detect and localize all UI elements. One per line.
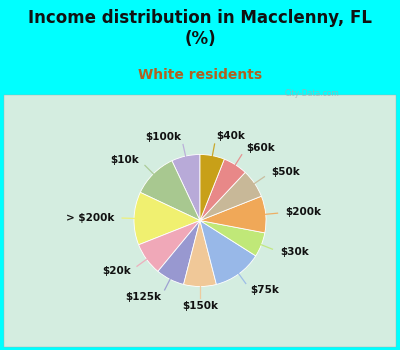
Wedge shape	[139, 220, 200, 271]
Text: $30k: $30k	[280, 247, 308, 257]
Wedge shape	[200, 220, 256, 285]
Text: $10k: $10k	[110, 155, 139, 165]
Wedge shape	[184, 220, 216, 287]
Text: $75k: $75k	[250, 285, 279, 295]
Text: City-Data.com: City-Data.com	[285, 89, 339, 98]
Text: $150k: $150k	[182, 301, 218, 311]
Text: $20k: $20k	[102, 266, 130, 276]
Wedge shape	[172, 154, 200, 220]
Text: > $200k: > $200k	[66, 213, 114, 223]
Text: $50k: $50k	[271, 167, 300, 177]
Wedge shape	[134, 193, 200, 245]
Text: $200k: $200k	[286, 208, 322, 217]
Wedge shape	[200, 173, 261, 220]
Wedge shape	[140, 161, 200, 220]
Text: $125k: $125k	[125, 292, 161, 302]
Wedge shape	[158, 220, 200, 285]
Bar	[4, 94, 396, 346]
Text: $100k: $100k	[145, 132, 181, 142]
Wedge shape	[200, 154, 224, 220]
Wedge shape	[200, 220, 265, 256]
Text: White residents: White residents	[138, 68, 262, 82]
Text: $60k: $60k	[246, 143, 275, 153]
Text: $40k: $40k	[216, 131, 245, 141]
Wedge shape	[200, 196, 266, 233]
Wedge shape	[200, 159, 245, 220]
Text: Income distribution in Macclenny, FL
(%): Income distribution in Macclenny, FL (%)	[28, 9, 372, 48]
